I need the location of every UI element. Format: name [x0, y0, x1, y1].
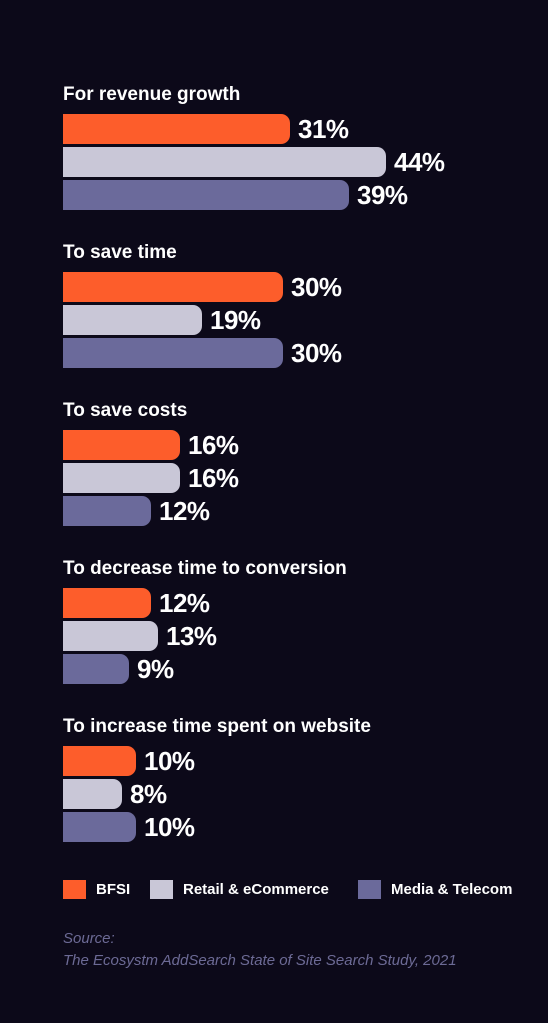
- source-label: Source:: [63, 930, 115, 947]
- legend-item-bfsi: BFSI: [63, 880, 130, 899]
- bar: [63, 746, 136, 776]
- bar-value-label: 10%: [144, 746, 195, 776]
- bar: [63, 180, 349, 210]
- group-title: For revenue growth: [63, 84, 241, 105]
- bar-value-label: 31%: [298, 114, 349, 144]
- legend-item-media: Media & Telecom: [358, 880, 512, 899]
- bar: [63, 305, 202, 335]
- bar-value-label: 12%: [159, 496, 210, 526]
- bar: [63, 338, 283, 368]
- bar-value-label: 12%: [159, 588, 210, 618]
- bar: [63, 779, 122, 809]
- bar: [63, 496, 151, 526]
- bar-value-label: 30%: [291, 272, 342, 302]
- bar: [63, 114, 290, 144]
- bar-value-label: 44%: [394, 147, 445, 177]
- legend-swatch-retail: [150, 880, 173, 899]
- legend-label-bfsi: BFSI: [96, 881, 131, 898]
- bar-value-label: 30%: [291, 338, 342, 368]
- bar: [63, 430, 180, 460]
- group-title: To save time: [63, 242, 177, 263]
- bar: [63, 654, 129, 684]
- bar: [63, 272, 283, 302]
- source-note: Source: The Ecosystm AddSearch State of …: [63, 928, 457, 972]
- legend-label-media: Media & Telecom: [391, 881, 513, 898]
- bar-value-label: 16%: [188, 463, 239, 493]
- legend-swatch-bfsi: [63, 880, 86, 899]
- legend: BFSI Retail & eCommerce Media & Telecom: [63, 880, 533, 904]
- bar-value-label: 9%: [137, 654, 174, 684]
- bar-value-label: 13%: [166, 621, 217, 651]
- legend-swatch-media: [358, 880, 381, 899]
- group-title: To save costs: [63, 400, 188, 421]
- bar: [63, 621, 158, 651]
- bar-value-label: 10%: [144, 812, 195, 842]
- bar: [63, 588, 151, 618]
- bar: [63, 812, 136, 842]
- bar-value-label: 16%: [188, 430, 239, 460]
- group-title: To increase time spent on website: [63, 716, 371, 737]
- source-text: The Ecosystm AddSearch State of Site Sea…: [63, 952, 457, 969]
- bar: [63, 147, 386, 177]
- legend-label-retail: Retail & eCommerce: [183, 881, 329, 898]
- bar-value-label: 39%: [357, 180, 408, 210]
- bar-value-label: 8%: [130, 779, 167, 809]
- bar-value-label: 19%: [210, 305, 261, 335]
- chart-area: For revenue growth 31% 44% 39% To save time 3…: [63, 84, 445, 842]
- legend-item-retail: Retail & eCommerce: [150, 880, 329, 899]
- group-title: To decrease time to conversion: [63, 558, 347, 579]
- bar: [63, 463, 180, 493]
